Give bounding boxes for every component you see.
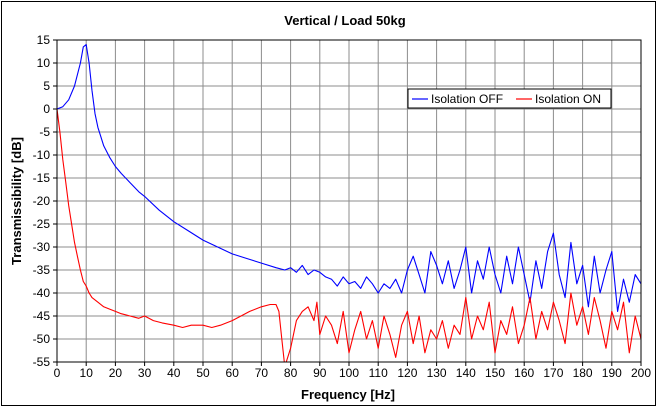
x-tick-label: 110: [369, 366, 388, 380]
x-tick-label: 40: [167, 366, 181, 380]
x-tick-label: 60: [226, 366, 240, 380]
y-axis-label: Transmissibility [dB]: [9, 137, 24, 265]
x-tick-label: 30: [138, 366, 152, 380]
y-tick-label: -30: [33, 240, 51, 254]
y-tick-label: -40: [33, 286, 51, 300]
x-tick-label: 190: [602, 366, 622, 380]
y-tick-label: -15: [33, 171, 51, 185]
chart-title: Vertical / Load 50kg: [284, 13, 405, 28]
x-tick-label: 0: [54, 366, 61, 380]
x-tick-label: 170: [543, 366, 563, 380]
x-tick-label: 10: [80, 366, 94, 380]
legend: Isolation OFF Isolation ON: [407, 88, 612, 109]
x-tick-label: 20: [109, 366, 123, 380]
y-tick-label: 0: [43, 102, 50, 116]
x-tick-label: 200: [631, 366, 651, 380]
x-axis-label: Frequency [Hz]: [301, 387, 395, 402]
x-tick-label: 160: [514, 366, 534, 380]
y-tick-label: -45: [33, 309, 51, 323]
y-tick-label: -50: [33, 332, 51, 346]
y-tick-label: -5: [39, 125, 50, 139]
y-tick-label: -20: [33, 194, 51, 208]
x-tick-label: 130: [427, 366, 447, 380]
series-line-isolation-on: [57, 108, 641, 362]
x-tick-label: 180: [573, 366, 593, 380]
y-tick-label: -10: [33, 148, 51, 162]
y-tick-label: 15: [37, 33, 51, 47]
x-tick-label: 120: [397, 366, 417, 380]
x-tick-label: 50: [196, 366, 210, 380]
series-layer: [57, 44, 641, 362]
x-tick-label: 150: [485, 366, 505, 380]
x-tick-label: 70: [255, 366, 269, 380]
y-tick-label: 10: [37, 56, 51, 70]
legend-label-isolation-on: Isolation ON: [535, 92, 601, 106]
y-tick-label: 5: [43, 79, 50, 93]
x-tick-label: 100: [339, 366, 359, 380]
plot-area: [56, 39, 642, 363]
y-tick-label: -35: [33, 263, 51, 277]
x-tick-label: 140: [456, 366, 476, 380]
tick-labels: 0 10 20 30 40 50 60 70 80 90 100 110 120 130 140 150 160…: [33, 33, 652, 380]
y-tick-label: -55: [33, 355, 51, 369]
y-tick-label: -25: [33, 217, 51, 231]
x-tick-label: 80: [284, 366, 298, 380]
series-line-isolation-off: [57, 44, 641, 312]
legend-label-isolation-off: Isolation OFF: [431, 92, 503, 106]
legend-box: [407, 88, 612, 109]
x-tick-label: 90: [313, 366, 327, 380]
